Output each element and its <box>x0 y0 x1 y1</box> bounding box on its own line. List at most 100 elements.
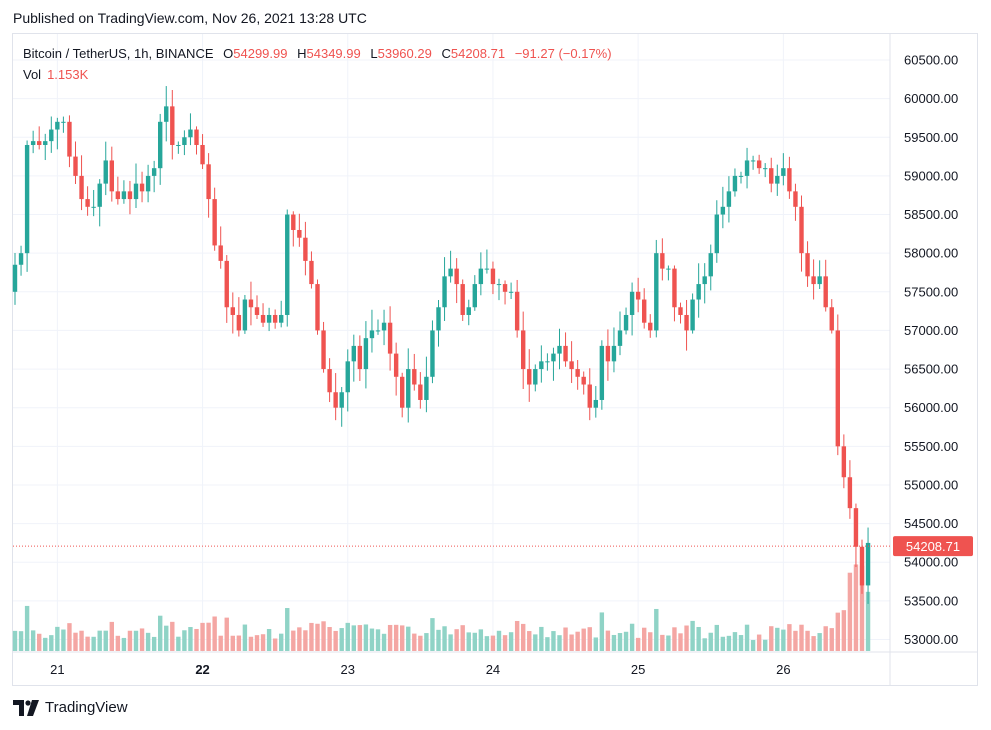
volume-bar <box>684 625 689 651</box>
candle-body <box>702 276 707 285</box>
candle-body <box>660 253 665 269</box>
candle-body <box>279 314 284 323</box>
candle-body <box>357 345 363 370</box>
candle-body <box>291 214 296 230</box>
candle-body <box>30 141 36 145</box>
volume-bar <box>690 620 695 651</box>
candle-body <box>642 299 647 323</box>
y-tick-label: 58000.00 <box>904 246 958 261</box>
volume-bar <box>212 616 217 651</box>
candle-body <box>242 299 248 331</box>
volume-bar <box>823 626 828 651</box>
volume-bar <box>781 629 786 651</box>
y-tick-label: 60500.00 <box>904 53 958 68</box>
candle-body <box>327 369 332 393</box>
y-tick-label: 57500.00 <box>904 284 958 299</box>
volume-bar <box>557 635 562 651</box>
y-tick-label: 59000.00 <box>904 168 958 183</box>
volume-bar <box>611 634 617 651</box>
candle-body <box>533 369 538 385</box>
high-label: H <box>297 46 307 61</box>
volume-bar <box>666 635 671 651</box>
volume-bar <box>170 621 175 651</box>
close-value: 54208.71 <box>450 46 506 61</box>
candle-body <box>351 345 356 362</box>
volume-bar <box>206 622 211 651</box>
candle-body <box>805 253 810 277</box>
candle-body <box>593 399 598 408</box>
candle-body <box>79 175 84 200</box>
candle-body <box>61 121 66 123</box>
volume-bar <box>799 624 804 651</box>
volume-bar <box>188 627 193 651</box>
volume-bar <box>272 638 278 651</box>
volume-bar <box>817 633 822 651</box>
volume-bar <box>97 630 102 651</box>
volume-bar <box>787 624 792 651</box>
volume-bar <box>521 623 526 651</box>
volume-bar <box>569 634 574 651</box>
volume-bar <box>775 627 780 651</box>
candle-body <box>321 330 326 370</box>
candle-body <box>545 361 550 363</box>
volume-bar <box>49 635 54 651</box>
candle-body <box>406 369 411 408</box>
symbol-label: Bitcoin / TetherUS, 1h, BINANCE <box>23 46 214 61</box>
candle-body <box>466 307 471 315</box>
candle-body <box>738 175 744 177</box>
volume-bar <box>115 635 121 651</box>
candle-body <box>254 307 260 315</box>
candle-body <box>666 268 671 270</box>
volume-bar <box>841 610 847 651</box>
volume-bar <box>236 635 242 651</box>
candle-body <box>164 106 169 122</box>
volume-bar <box>708 632 713 651</box>
candle-body <box>103 160 108 184</box>
volume-bar <box>260 634 266 651</box>
close-label: C <box>441 46 451 61</box>
candle-body <box>12 264 18 292</box>
candle-body <box>527 369 532 385</box>
candle-body <box>133 183 139 200</box>
candle-body <box>145 175 151 192</box>
volume-bar <box>254 635 260 651</box>
volume-bar <box>339 628 344 651</box>
y-tick-label: 53500.00 <box>904 593 958 608</box>
chart-frame[interactable] <box>12 33 978 686</box>
volume-bar <box>466 632 471 651</box>
candle-body <box>369 330 375 339</box>
candle-body <box>170 106 175 145</box>
volume-bar <box>859 565 865 651</box>
open-label: O <box>223 46 234 61</box>
volume-bar <box>121 637 127 651</box>
volume-bar <box>623 631 629 651</box>
volume-bar <box>605 630 611 651</box>
volume-bar <box>266 629 272 651</box>
candle-body <box>732 175 738 192</box>
volume-bar <box>194 628 199 651</box>
volume-bar <box>635 637 641 651</box>
candle-body <box>775 175 780 184</box>
volume-bar <box>151 636 157 651</box>
candle-body <box>115 191 121 200</box>
volume-bar <box>847 572 853 651</box>
volume-bar <box>436 629 441 651</box>
x-tick-label: 26 <box>776 662 790 677</box>
published-caption: Published on TradingView.com, Nov 26, 20… <box>13 10 367 26</box>
candle-body <box>654 253 659 331</box>
footer-brand[interactable]: TradingView <box>13 699 128 716</box>
volume-bar <box>472 632 477 651</box>
candle-body <box>684 314 689 331</box>
volume-bar <box>527 631 532 651</box>
candle-body <box>230 307 235 315</box>
volume-bar <box>563 627 568 651</box>
y-tick-label: 57000.00 <box>904 323 958 338</box>
volume-bar <box>24 605 30 651</box>
volume-bar <box>309 622 314 651</box>
candle-body <box>400 376 405 408</box>
candle-body <box>393 353 399 377</box>
candle-body <box>859 546 865 586</box>
candle-body <box>835 330 840 447</box>
candle-body <box>37 141 42 145</box>
